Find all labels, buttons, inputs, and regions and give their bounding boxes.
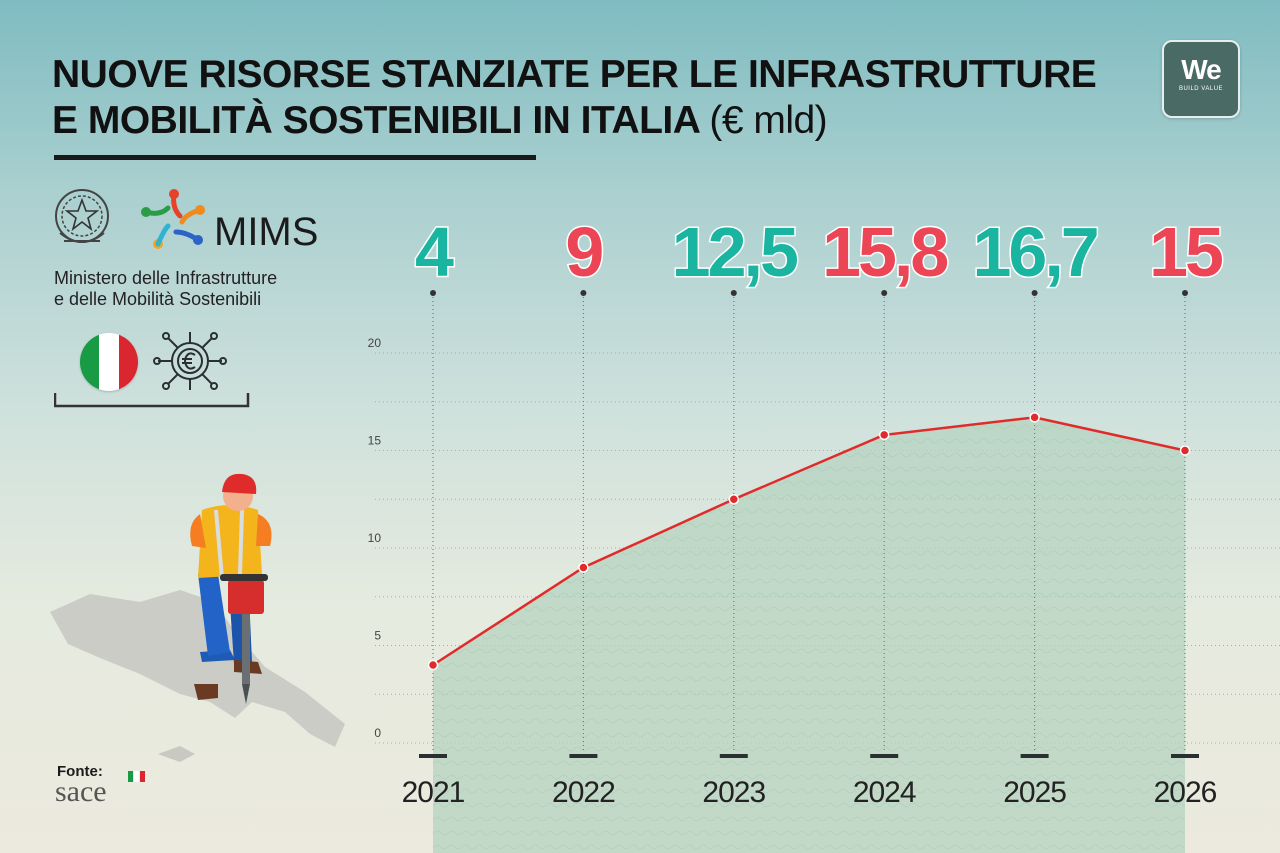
y-tick-label: 0: [374, 726, 381, 740]
chart-x-axis: 2021 2022 2023 2024 2025 2026: [402, 754, 1218, 809]
guide-dot: [580, 290, 587, 296]
source-flag-icon: [128, 771, 146, 782]
mims-acronym: MIMS: [214, 210, 319, 254]
value-label: 15: [1149, 213, 1222, 291]
we-build-value-logo: We BUILD VALUE: [1162, 40, 1240, 118]
data-point: [878, 429, 890, 441]
source-name: sace: [55, 775, 107, 808]
guide-dot: [1182, 290, 1188, 296]
x-tick-label: 2026: [1154, 776, 1217, 809]
chart-series-line: [432, 416, 1186, 667]
ministry-name-line-1: Ministero delle Infrastrutture: [54, 268, 278, 288]
title-underline: [54, 155, 536, 160]
chart-guides: [430, 290, 1188, 752]
euro-network-icon: [153, 332, 227, 390]
value-label: 9: [565, 213, 602, 291]
title-unit: (€ mld): [709, 99, 828, 142]
area-texture: [433, 417, 1185, 853]
title-line-1: NUOVE RISORSE STANZIATE PER LE INFRASTRU…: [52, 53, 1097, 96]
chart-points: [427, 412, 1191, 671]
value-label: 15,8: [822, 213, 947, 291]
brand-tagline: BUILD VALUE: [1178, 86, 1224, 92]
italy-flag-icon: [80, 333, 138, 391]
y-tick-label: 5: [374, 629, 381, 643]
brand-mark: We: [1181, 54, 1222, 85]
guide-dot: [1031, 290, 1038, 296]
value-label: 16,7: [972, 213, 1096, 291]
divider-bracket: [54, 393, 250, 408]
value-label: 4: [415, 213, 454, 291]
x-tick-label: 2024: [853, 776, 916, 809]
guide-dot: [881, 290, 888, 296]
worker-jackhammer-icon: [50, 473, 345, 762]
ministry-name-line-2: e delle Mobilità Sostenibili: [54, 289, 262, 309]
data-point: [1179, 445, 1191, 456]
value-label: 12,5: [672, 213, 797, 291]
data-point: [728, 494, 740, 505]
chart-value-labels: 4 9 12,5 15,8 16,7 15: [414, 212, 1227, 293]
source-label: Fonte:: [57, 763, 103, 780]
series-line: [432, 416, 1186, 667]
chart-area-fill: [433, 417, 1185, 853]
title-line-2: E MOBILITÀ SOSTENIBILI IN ITALIA: [52, 99, 699, 142]
guide-dot: [430, 290, 436, 296]
ministry-name: Ministero delle Infrastrutture e delle M…: [54, 268, 277, 310]
guide-dot: [730, 290, 737, 296]
x-tick-label: 2025: [1003, 776, 1066, 809]
x-tick-label: 2022: [552, 776, 615, 809]
y-tick-label: 20: [368, 336, 382, 350]
data-point: [427, 659, 439, 671]
y-tick-label: 15: [368, 434, 382, 448]
data-point: [578, 562, 589, 573]
italian-republic-emblem-icon: [55, 189, 109, 243]
italy-map-icon: [50, 590, 345, 747]
page-title: NUOVE RISORSE STANZIATE PER LE INFRASTRU…: [52, 52, 1097, 144]
x-tick-label: 2023: [702, 776, 765, 809]
chart-y-axis: 0 5 10 15 20: [368, 336, 382, 740]
x-tick-label: 2021: [402, 776, 465, 809]
mims-logo-icon: [141, 189, 205, 249]
y-tick-label: 10: [368, 531, 382, 545]
data-point: [1029, 412, 1040, 423]
